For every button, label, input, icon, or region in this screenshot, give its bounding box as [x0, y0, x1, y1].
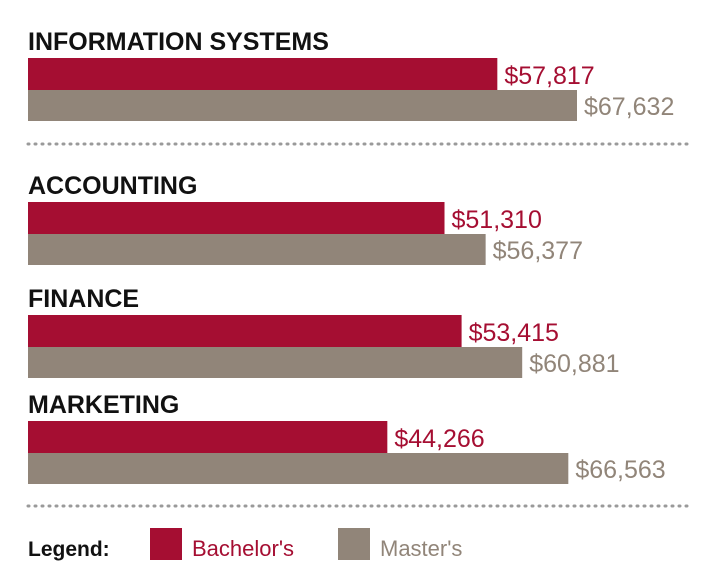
value-label-marketing-master-s: $66,563: [575, 456, 665, 484]
bar-marketing-bachelor-s: [28, 421, 388, 453]
legend-title: Legend:: [28, 538, 110, 561]
bar-finance-master-s: [28, 347, 523, 378]
category-label-finance: FINANCE: [28, 285, 139, 313]
value-label-finance-master-s: $60,881: [529, 350, 619, 378]
category-label-marketing: MARKETING: [28, 391, 179, 419]
value-label-marketing-bachelor-s: $44,266: [394, 425, 484, 453]
value-label-finance-bachelor-s: $53,415: [469, 319, 559, 347]
bar-marketing-master-s: [28, 453, 569, 484]
category-label-accounting: ACCOUNTING: [28, 172, 197, 200]
bar-information-systems-bachelor-s: [28, 58, 498, 90]
legend-label-bachelors: Bachelor's: [192, 536, 294, 561]
bar-finance-bachelor-s: [28, 315, 462, 347]
legend-label-masters: Master's: [380, 536, 462, 561]
legend: Legend: Bachelor's Master's: [28, 528, 462, 561]
bar-accounting-bachelor-s: [28, 202, 445, 234]
bars-layer: INFORMATION SYSTEMS $57,817 $67,632 ACCOUNT…: [28, 28, 674, 484]
value-label-accounting-master-s: $56,377: [493, 237, 583, 265]
legend-swatch-bachelors: [150, 528, 182, 560]
value-label-information-systems-bachelor-s: $57,817: [504, 62, 594, 90]
legend-swatch-masters: [338, 528, 370, 560]
value-label-information-systems-master-s: $67,632: [584, 93, 674, 121]
bar-information-systems-master-s: [28, 90, 577, 121]
category-label-information-systems: INFORMATION SYSTEMS: [28, 28, 329, 56]
bar-accounting-master-s: [28, 234, 486, 265]
value-label-accounting-bachelor-s: $51,310: [452, 206, 542, 234]
